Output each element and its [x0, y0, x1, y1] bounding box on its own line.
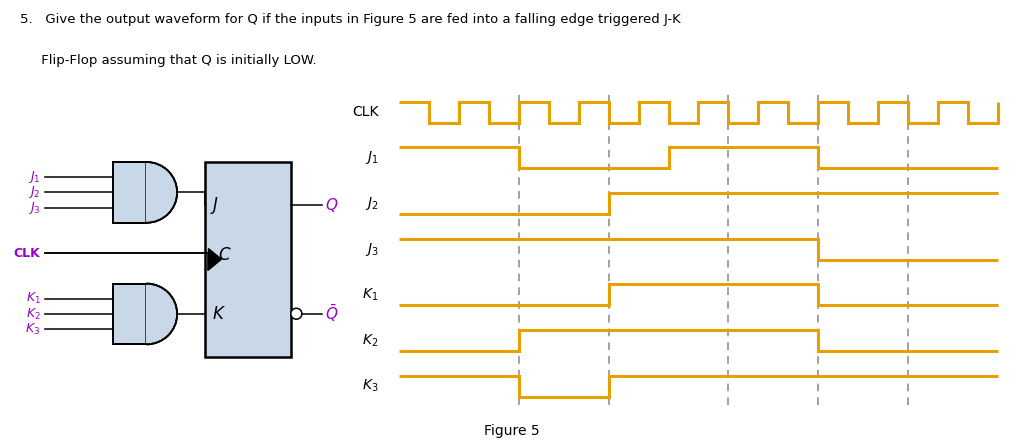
- Text: $K_2$: $K_2$: [26, 307, 41, 321]
- Polygon shape: [146, 162, 177, 223]
- Bar: [113, 283, 146, 344]
- Text: CLK: CLK: [352, 105, 379, 119]
- Text: Flip-Flop assuming that Q is initially LOW.: Flip-Flop assuming that Q is initially L…: [20, 54, 317, 67]
- Circle shape: [291, 308, 302, 319]
- Polygon shape: [146, 283, 177, 344]
- Polygon shape: [209, 249, 221, 270]
- Text: $K_2$: $K_2$: [362, 332, 379, 349]
- Text: $K_3$: $K_3$: [26, 322, 41, 337]
- Text: Figure 5: Figure 5: [484, 424, 540, 438]
- Bar: [113, 162, 146, 223]
- Text: J: J: [213, 196, 217, 214]
- Text: $J_1$: $J_1$: [365, 149, 379, 166]
- Text: K: K: [213, 305, 223, 323]
- Text: $J_3$: $J_3$: [365, 241, 379, 258]
- Text: $J_2$: $J_2$: [365, 195, 379, 212]
- Text: $J_2$: $J_2$: [28, 185, 41, 200]
- Text: CLK: CLK: [13, 247, 41, 260]
- Text: $K_3$: $K_3$: [362, 378, 379, 394]
- Bar: [205, 162, 291, 357]
- Text: $J_3$: $J_3$: [28, 200, 41, 215]
- Text: 5.   Give the output waveform for Q if the inputs in Figure 5 are fed into a fal: 5. Give the output waveform for Q if the…: [20, 13, 681, 26]
- Text: $Q$: $Q$: [325, 196, 338, 214]
- Text: $J_1$: $J_1$: [28, 169, 41, 185]
- Text: C: C: [219, 246, 230, 264]
- Text: $K_1$: $K_1$: [26, 291, 41, 306]
- Text: $\bar{Q}$: $\bar{Q}$: [325, 303, 338, 324]
- Text: $K_1$: $K_1$: [362, 287, 379, 303]
